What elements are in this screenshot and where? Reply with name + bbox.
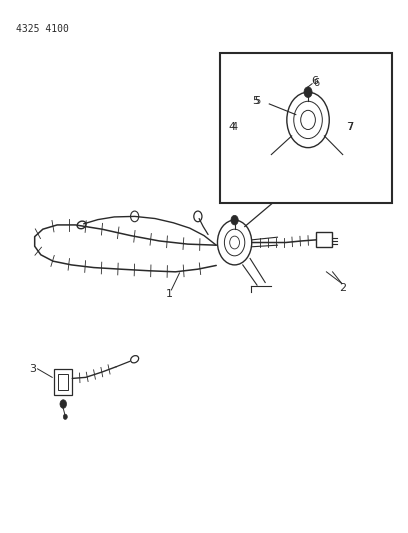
Text: 4: 4 [228, 122, 235, 132]
Text: 5: 5 [254, 96, 260, 106]
Text: 2: 2 [339, 283, 346, 293]
Text: 1: 1 [166, 289, 173, 299]
Text: 4: 4 [231, 122, 238, 132]
Circle shape [63, 414, 67, 419]
Text: 4325 4100: 4325 4100 [16, 24, 69, 34]
Text: 7: 7 [346, 122, 354, 132]
Text: 6: 6 [311, 76, 319, 86]
Circle shape [60, 400, 67, 408]
Circle shape [304, 87, 312, 98]
Bar [220, 53, 392, 203]
Bar [54, 369, 72, 395]
Text: 5: 5 [252, 96, 259, 106]
Circle shape [231, 215, 238, 225]
Bar [58, 374, 68, 390]
Bar [316, 232, 332, 247]
Text: 6: 6 [313, 78, 319, 87]
Text: 7: 7 [347, 122, 353, 132]
Text: 3: 3 [29, 364, 36, 374]
